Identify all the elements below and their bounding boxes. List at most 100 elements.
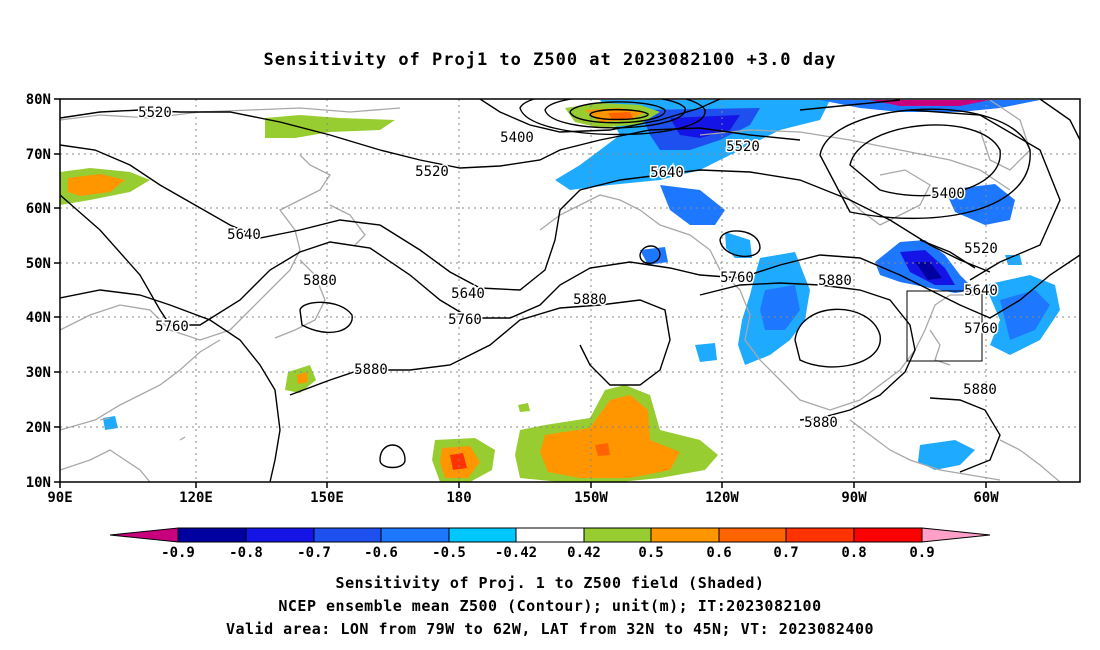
contour-5880-caribbean: [929, 397, 1001, 473]
contour-east-2: [909, 109, 1061, 281]
contour-pole-4: [519, 99, 706, 136]
colorbar-seg: [515, 527, 585, 543]
lat-label: 40N: [26, 310, 51, 326]
contour-5640-main: [60, 144, 991, 291]
map-title: Sensitivity of Proj1 to Z500 at 20230821…: [263, 50, 837, 70]
contour-label: 5520: [138, 105, 172, 121]
contour-labels: 5520 5400 5520 5520 5640 5640 5400 5520 …: [137, 104, 1000, 433]
colorbar-seg: [785, 527, 855, 543]
contour-label: 5880: [354, 362, 388, 378]
colorbar-seg: [853, 527, 923, 543]
colorbar-seg: [448, 527, 517, 543]
colorbar-seg: [583, 527, 652, 543]
coast-kamchatka: [329, 204, 366, 246]
shade-negative-bc: [725, 232, 752, 258]
coast-arctic-asia: [60, 107, 401, 121]
colorbar-label: -0.8: [229, 545, 263, 561]
colorbar-seg: [245, 527, 315, 543]
colorbar-label: 0.8: [841, 545, 866, 561]
shade-negative-west-core: [760, 285, 800, 330]
contour-pole-3: [544, 99, 686, 129]
colorbar-label: 0.5: [638, 545, 663, 561]
contour-label: 5880: [963, 382, 997, 398]
shade-negative-labrador: [945, 184, 1015, 225]
lon-label: 120W: [705, 490, 739, 506]
contour-pole-1: [589, 108, 649, 121]
contour-label: 5640: [451, 286, 485, 302]
contour-label: 5520: [415, 164, 449, 180]
contour-5880-west: [60, 289, 281, 482]
caption-valid-area: Valid area: LON from 79W to 62W, LAT fro…: [225, 620, 875, 638]
colorbar-seg: [177, 527, 247, 543]
contour-label: 5880: [303, 273, 337, 289]
colorbar-label: -0.7: [297, 545, 331, 561]
colorbar-seg: [650, 527, 720, 543]
plot-frame: [59, 98, 1081, 483]
colorbar-tri-left: [109, 527, 179, 543]
colorbar-label: -0.6: [364, 545, 398, 561]
contour-label: 5640: [650, 165, 684, 181]
shade-negative-ph: [103, 416, 118, 430]
caption-contour: NCEP ensemble mean Z500 (Contour); unit(…: [278, 597, 822, 615]
caption-shaded: Sensitivity of Proj. 1 to Z500 field (Sh…: [335, 574, 765, 592]
lat-label: 60N: [26, 201, 51, 217]
shade-positive-arctic-pole-deep: [608, 112, 633, 119]
shade-positive-siberia-core: [68, 174, 125, 196]
coast-japan: [274, 259, 326, 339]
colorbar-label: 0.6: [706, 545, 731, 561]
contour-5400: [479, 99, 721, 133]
colorbar-label: -0.9: [161, 545, 195, 561]
coast-florida: [929, 329, 951, 366]
shade-positive-tropics-deep: [595, 443, 610, 456]
contour-layer: [60, 99, 1080, 482]
colorbar: [109, 527, 991, 543]
contour-label: 5760: [964, 321, 998, 337]
colorbar-tri-right: [921, 527, 991, 543]
lon-label: 90E: [47, 490, 72, 506]
valid-area-box: [906, 290, 983, 362]
shade-negative-atlantic-core: [1000, 290, 1050, 340]
grid-layer: [60, 99, 1080, 482]
lon-label: 90W: [841, 490, 867, 506]
lat-label: 10N: [26, 475, 51, 491]
shade-positive-marianas-core: [297, 372, 308, 384]
shade-negative-alaska: [660, 185, 725, 225]
lat-label: 50N: [26, 256, 51, 272]
contour-small: [379, 444, 406, 469]
lon-labels: 90E 120E 150E 180 150W 120W 90W 60W: [47, 490, 999, 506]
lat-label: 20N: [26, 420, 51, 436]
contour-5880-east: [699, 282, 916, 421]
contour-5760: [60, 194, 1080, 326]
contour-pole-2: [569, 101, 666, 124]
coast-asia: [60, 154, 331, 341]
lon-label: 60W: [973, 490, 999, 506]
lon-label: 120E: [179, 490, 213, 506]
contour-alaska-small: [639, 245, 661, 264]
coast-china: [60, 339, 221, 431]
shade-positive-small: [518, 403, 530, 412]
coast-se-asia: [60, 449, 151, 482]
coast-sa: [999, 439, 1061, 482]
lon-label: 150W: [574, 490, 608, 506]
contour-label: 5520: [726, 139, 760, 155]
contour-east-3: [1039, 99, 1080, 141]
contour-label: 5880: [818, 273, 852, 289]
contour-label: 5640: [227, 227, 261, 243]
contour-label: 5760: [448, 312, 482, 328]
contour-5880-low: [299, 301, 353, 334]
contour-5880-high: [794, 308, 881, 368]
colorbar-seg: [718, 527, 787, 543]
contour-east-1: [799, 99, 901, 111]
contour-label: 5880: [804, 415, 838, 431]
colorbar-seg: [313, 527, 382, 543]
lat-label: 80N: [26, 92, 51, 108]
colorbar-label: 0.9: [909, 545, 934, 561]
shade-positive-dateline-deep: [450, 453, 467, 470]
contour-5880-mid: [289, 299, 671, 396]
lat-label: 30N: [26, 365, 51, 381]
contour-5400-low: [819, 108, 1031, 220]
contour-bc-small: [719, 230, 761, 258]
lat-labels: 80N 70N 60N 50N 40N 30N 20N 10N: [26, 92, 51, 491]
contour-label: 5760: [155, 319, 189, 335]
